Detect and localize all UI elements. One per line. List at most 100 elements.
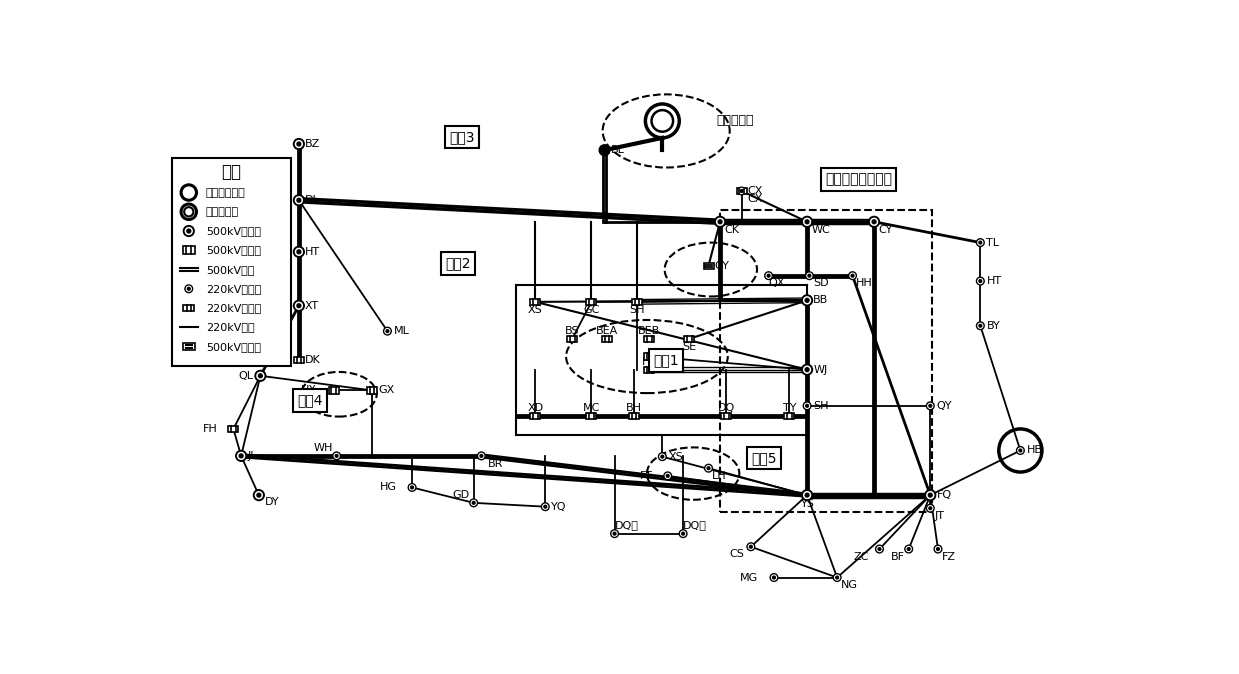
Text: FH: FH [203,424,218,434]
Circle shape [772,575,777,580]
Text: XD: XD [528,403,544,413]
Circle shape [927,504,934,512]
Bar [737,188,747,194]
Bar [586,299,596,305]
Text: HX: HX [301,386,317,396]
Text: 机群2: 机群2 [446,256,471,270]
Circle shape [805,404,809,407]
Text: DY: DY [265,497,280,507]
Text: QL: QL [238,371,254,381]
Circle shape [928,506,933,511]
Text: TL: TL [986,237,1000,247]
Circle shape [255,491,263,499]
Circle shape [664,472,672,480]
Text: SD: SD [813,278,829,288]
Circle shape [471,500,476,506]
Text: XS: XS [528,305,543,315]
Circle shape [927,402,934,410]
Circle shape [294,139,305,150]
Circle shape [805,493,809,497]
Circle shape [927,491,934,499]
Circle shape [294,247,305,257]
Circle shape [928,403,933,408]
Circle shape [979,280,981,282]
Circle shape [934,545,942,553]
Circle shape [665,473,670,479]
Circle shape [802,295,813,306]
Bar [567,336,577,342]
Circle shape [805,299,809,302]
Circle shape [764,272,772,280]
Text: DL: DL [305,195,320,205]
Circle shape [183,226,195,237]
Text: MC: MC [582,403,600,413]
Circle shape [602,148,607,152]
Circle shape [976,277,984,285]
Text: CK: CK [725,225,740,235]
Circle shape [472,501,475,504]
Text: MG: MG [741,572,758,582]
Bar [644,353,654,360]
Bar [704,263,714,269]
Text: 其他区域电网: 其他区域电网 [206,187,245,197]
Text: ML: ML [394,326,409,336]
Bar [721,412,731,419]
Circle shape [387,330,389,332]
Circle shape [802,364,813,375]
Circle shape [871,218,877,225]
Circle shape [186,286,191,291]
Circle shape [600,145,610,156]
Circle shape [295,302,302,309]
Bar [328,388,338,394]
Text: CS: CS [730,549,745,559]
Text: ZC: ZC [854,552,869,561]
Text: DQ: DQ [717,403,735,413]
Circle shape [804,403,809,408]
Circle shape [612,531,617,536]
Text: FT: FT [639,471,652,481]
Circle shape [410,485,415,490]
Circle shape [929,507,932,510]
Circle shape [929,404,932,407]
Bar [644,367,654,373]
Circle shape [1018,449,1022,452]
Text: BEB: BEB [638,326,660,336]
Circle shape [297,198,301,202]
Text: LH: LH [712,471,727,481]
Circle shape [667,474,669,477]
Text: DK: DK [305,355,321,365]
Text: DQ三: DQ三 [615,520,638,530]
Circle shape [976,322,984,330]
Circle shape [1018,448,1023,453]
Circle shape [470,499,477,507]
Text: 机群5: 机群5 [751,451,777,465]
Bar [602,336,612,342]
Circle shape [679,530,686,537]
Bar [530,412,540,419]
Circle shape [680,531,685,536]
Circle shape [601,146,608,154]
Circle shape [719,220,722,224]
Text: 220kV火电厂: 220kV火电厂 [206,303,261,313]
Circle shape [979,241,981,244]
Text: HT: HT [642,357,657,367]
Text: WJ: WJ [813,365,828,375]
Text: FZ: FZ [942,552,955,561]
Text: GY: GY [715,261,730,271]
Circle shape [876,545,883,553]
Circle shape [805,368,809,371]
Text: BZ: BZ [305,139,321,149]
Circle shape [187,287,190,290]
Circle shape [773,576,776,579]
Circle shape [737,187,746,195]
Text: GC: GC [584,305,600,315]
Circle shape [658,453,667,460]
Text: 风电场机群: 风电场机群 [716,115,753,127]
Text: 500kV线路: 500kV线路 [206,264,254,274]
Circle shape [748,545,753,549]
Circle shape [803,402,812,410]
Circle shape [259,374,263,377]
Circle shape [978,240,983,245]
Circle shape [297,142,301,146]
Circle shape [707,467,710,470]
